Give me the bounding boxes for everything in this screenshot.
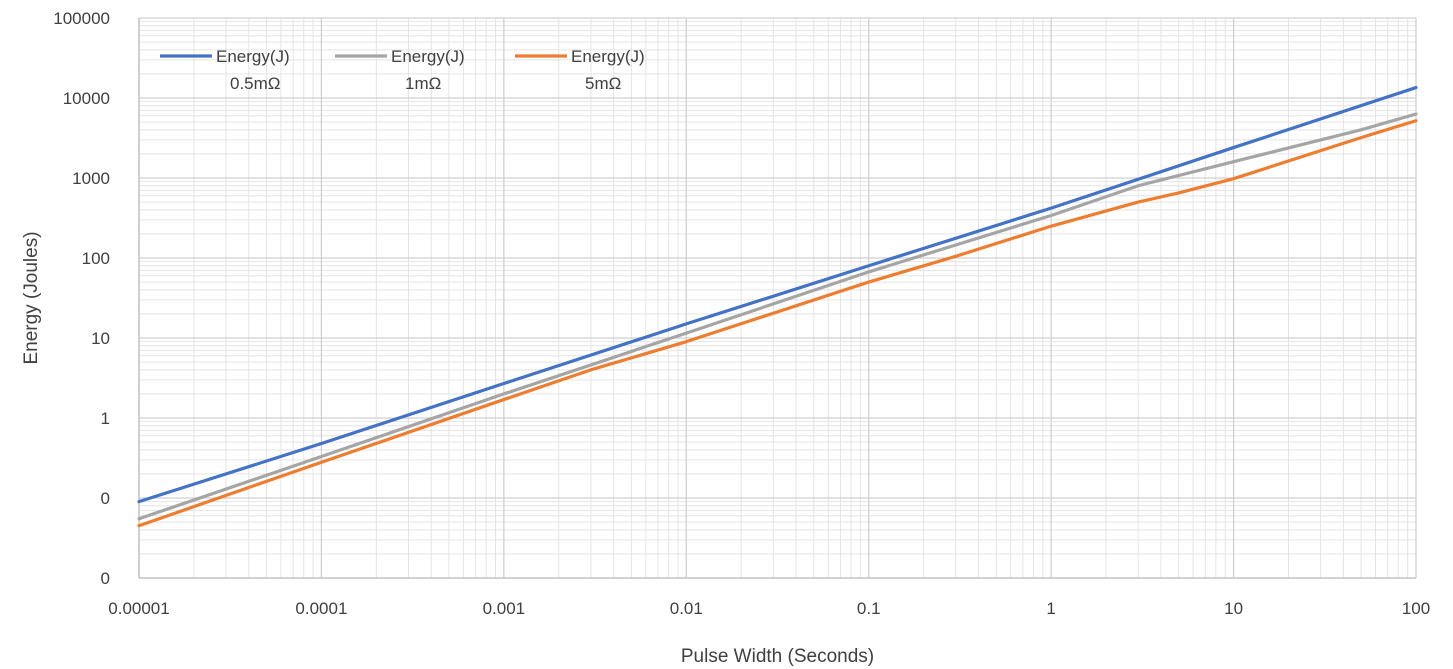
legend-label-line-2: 0.5mΩ (230, 74, 281, 93)
y-tick-label: 10000 (63, 89, 110, 108)
x-tick-label: 100 (1402, 599, 1430, 618)
x-tick-label: 0.01 (670, 599, 703, 618)
minor-gridlines (139, 18, 1416, 578)
legend-label-line-1: Energy(J) (571, 47, 645, 66)
series-line-2 (137, 112, 1418, 521)
y-tick-label: 0 (101, 569, 110, 588)
x-tick-label: 0.001 (483, 599, 526, 618)
x-tick-label: 0.00001 (108, 599, 169, 618)
x-tick-label: 10 (1224, 599, 1243, 618)
y-tick-labels: 0 0 1 10 100 1000 10000 100000 (53, 9, 110, 588)
y-tick-label: 0 (101, 489, 110, 508)
legend-label-line-1: Energy(J) (216, 47, 290, 66)
legend-label-2: Energy(J) 1mΩ (391, 47, 465, 93)
x-tick-label: 1 (1046, 599, 1055, 618)
series-lines (137, 85, 1418, 528)
x-axis-title: Pulse Width (Seconds) (681, 646, 874, 667)
y-axis-title: Energy (Joules) (21, 231, 42, 364)
x-tick-label: 0.0001 (295, 599, 347, 618)
legend-label-line-2: 1mΩ (405, 74, 441, 93)
series-line-3 (137, 119, 1418, 528)
y-tick-label: 1 (101, 409, 110, 428)
y-tick-label: 100 (82, 249, 110, 268)
x-tick-label: 0.1 (857, 599, 881, 618)
series-line-1 (137, 85, 1418, 504)
legend-label-line-2: 5mΩ (585, 74, 621, 93)
legend-label-1: Energy(J) 0.5mΩ (216, 47, 290, 93)
legend-label-line-1: Energy(J) (391, 47, 465, 66)
major-gridlines (138, 17, 1417, 579)
legend-label-3: Energy(J) 5mΩ (571, 47, 645, 93)
y-tick-label: 1000 (72, 169, 110, 188)
y-tick-label: 10 (91, 329, 110, 348)
legend: Energy(J) 0.5mΩ Energy(J) 1mΩ Energy(J) 5mΩ (160, 47, 645, 93)
y-tick-label: 100000 (53, 9, 110, 28)
x-tick-labels: 0.00001 0.0001 0.001 0.01 0.1 1 10 100 (108, 599, 1430, 618)
